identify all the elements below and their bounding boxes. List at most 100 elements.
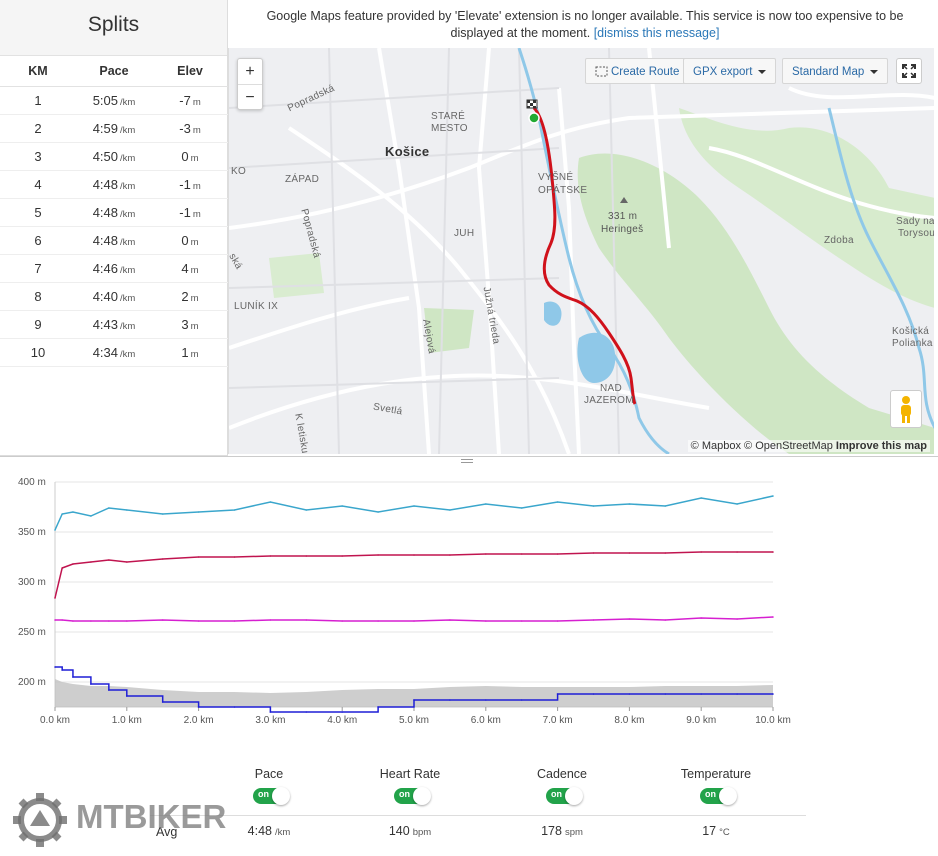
series-cadence-point xyxy=(556,620,559,622)
series-heart-rate-point xyxy=(449,509,451,511)
map-attribution: © Mapbox © OpenStreetMap Improve this ma… xyxy=(687,440,930,452)
series-cadence-point xyxy=(700,617,702,619)
map-type-label: Standard Map xyxy=(792,66,865,78)
zoom-in-button[interactable]: + xyxy=(245,63,255,80)
series-cadence-point xyxy=(341,620,344,622)
stats-separator xyxy=(150,815,806,816)
activity-chart[interactable]: 200 m 250 m 300 m 350 m 400 m 0.0 km 1.0 km 2.0… xyxy=(0,470,800,735)
osm-attribution-link[interactable]: © OpenStreetMap xyxy=(744,440,833,452)
series-temperature-point xyxy=(161,701,164,703)
route-map[interactable]: Popradská STARÉ MESTO Košice KO ZÁPAD VY… xyxy=(228,48,934,454)
series-temperature-point xyxy=(197,706,200,708)
mapbox-attribution-link[interactable]: © Mapbox xyxy=(690,440,741,452)
splits-title: Splits xyxy=(0,0,227,56)
street-view-button[interactable] xyxy=(890,390,922,428)
split-km: 9 xyxy=(0,310,76,339)
series-heart-rate-point xyxy=(197,511,200,513)
series-temperature-point xyxy=(90,683,92,685)
map-label-vysne: VYŠNÉ xyxy=(538,172,574,183)
x-tick-label: 10.0 km xyxy=(755,715,791,726)
split-row: 3 4:50/km 0 m xyxy=(0,142,228,171)
series-heart-rate-point xyxy=(233,509,236,511)
series-heart-rate-point xyxy=(61,513,63,515)
series-temperature-point xyxy=(413,699,415,701)
series-pace-point xyxy=(485,553,487,555)
series-cadence-point xyxy=(377,620,379,622)
split-elev: -1 m xyxy=(152,170,228,199)
stat-value-cadence: 178 spm xyxy=(541,824,583,838)
series-cadence-point xyxy=(449,619,451,621)
split-km: 5 xyxy=(0,198,76,227)
series-heart-rate-point xyxy=(772,495,774,497)
x-tick-label: 9.0 km xyxy=(686,715,716,726)
series-pace-point xyxy=(72,563,74,565)
series-heart-rate-point xyxy=(126,509,128,511)
series-temperature-point xyxy=(664,693,667,695)
series-temperature-point xyxy=(72,676,74,678)
series-temperature-point xyxy=(520,699,523,701)
dismiss-message-link[interactable]: [dismiss this message] xyxy=(593,26,720,40)
toggle-pace[interactable]: on xyxy=(253,787,290,805)
series-cadence-point xyxy=(108,620,110,622)
series-cadence-point xyxy=(72,620,74,622)
improve-map-link[interactable]: Improve this map xyxy=(835,440,927,452)
zoom-out-button[interactable]: − xyxy=(238,84,262,109)
series-heart-rate-point xyxy=(485,503,487,505)
toggle-temperature[interactable]: on xyxy=(700,787,737,805)
map-canvas[interactable] xyxy=(229,48,934,454)
series-heart-rate-point xyxy=(520,507,523,509)
toggle-cadence[interactable]: on xyxy=(546,787,583,805)
y-tick-label: 350 m xyxy=(18,527,46,538)
fullscreen-button[interactable] xyxy=(896,58,922,84)
series-heart-rate-point xyxy=(736,503,738,505)
panel-divider xyxy=(0,456,938,464)
map-label-mesto: MESTO xyxy=(431,123,468,134)
map-type-select[interactable]: Standard Map xyxy=(782,58,889,84)
mtbiker-watermark: MTBIKER xyxy=(76,798,227,835)
series-cadence-point xyxy=(520,620,523,622)
series-heart-rate-point xyxy=(269,501,272,503)
toggle-knob xyxy=(719,787,737,805)
series-heart-rate-point xyxy=(72,511,74,513)
series-cadence-point xyxy=(736,618,738,620)
create-route-button[interactable]: Create Route xyxy=(585,58,690,84)
toggle-heart-rate[interactable]: on xyxy=(394,787,431,805)
gpx-export-button[interactable]: GPX export xyxy=(683,58,777,84)
series-heart-rate-point xyxy=(628,503,631,505)
series-cadence-point xyxy=(90,620,92,622)
activity-route xyxy=(532,106,637,405)
series-heart-rate-point xyxy=(700,497,702,499)
series-cadence-point xyxy=(305,619,308,621)
split-row: 6 4:48/km 0 m xyxy=(0,226,228,255)
split-elev: -3 m xyxy=(152,114,228,143)
series-temperature-point xyxy=(233,706,236,708)
splits-table: KM Pace Elev 1 5:05/km -7 m 2 4:59/km -3 m 3 4:50… xyxy=(0,56,228,367)
x-tick-label: 2.0 km xyxy=(184,715,214,726)
split-row: 9 4:43/km 3 m xyxy=(0,310,228,339)
series-pace-point xyxy=(305,555,308,557)
toggle-knob xyxy=(272,787,290,805)
map-label-kosice: Košice xyxy=(385,144,430,159)
fullscreen-icon xyxy=(902,64,916,78)
map-label-torysou: Torysou xyxy=(898,228,934,239)
toggle-knob xyxy=(413,787,431,805)
series-temperature-point xyxy=(592,693,595,695)
split-pace: 4:48/km xyxy=(76,170,152,199)
series-heart-rate-point xyxy=(161,513,164,515)
map-label-sady: Sady nad xyxy=(896,216,934,227)
series-cadence-point xyxy=(197,620,200,622)
road-network xyxy=(229,48,934,454)
split-pace: 4:43/km xyxy=(76,310,152,339)
split-row: 7 4:46/km 4 m xyxy=(0,254,228,283)
series-temperature-point xyxy=(108,689,110,691)
toggle-label: on xyxy=(551,789,562,799)
extension-notice: Google Maps feature provided by 'Elevate… xyxy=(228,0,938,48)
split-row: 2 4:59/km -3 m xyxy=(0,114,228,143)
split-pace: 4:50/km xyxy=(76,142,152,171)
column-header-pace: Pace xyxy=(76,56,152,87)
series-temperature-point xyxy=(772,693,774,695)
stat-label-pace: Pace xyxy=(254,767,284,781)
resize-handle[interactable] xyxy=(461,459,473,463)
